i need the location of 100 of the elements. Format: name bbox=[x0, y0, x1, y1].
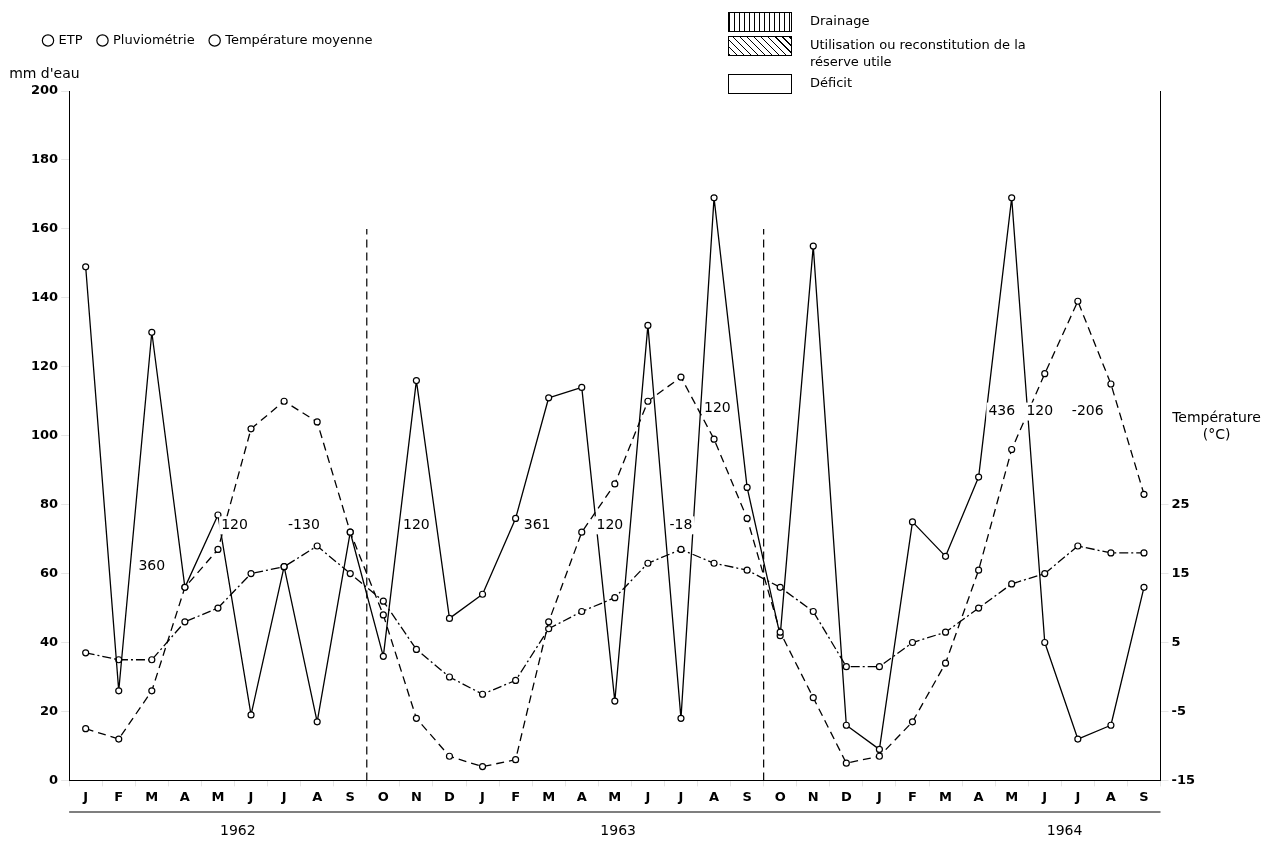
point bbox=[611, 594, 619, 602]
point bbox=[644, 559, 652, 567]
point bbox=[412, 714, 420, 722]
point bbox=[710, 559, 718, 567]
point bbox=[478, 590, 487, 598]
point bbox=[941, 628, 950, 636]
point bbox=[677, 373, 685, 381]
point bbox=[512, 756, 520, 764]
point bbox=[644, 397, 652, 405]
point bbox=[82, 725, 90, 733]
point bbox=[313, 418, 321, 426]
x-tick-label: J bbox=[280, 788, 287, 804]
annotation: 120 bbox=[1026, 402, 1054, 419]
point bbox=[941, 552, 950, 560]
point bbox=[809, 694, 817, 702]
y2-tick-label: 25 bbox=[1171, 496, 1190, 512]
x-tick-label: N bbox=[807, 788, 819, 804]
y-tick-label: 80 bbox=[40, 496, 59, 512]
point bbox=[1074, 735, 1082, 743]
x-tick-label: J bbox=[677, 788, 684, 804]
x-tick-label: A bbox=[312, 788, 323, 804]
x-tick-label: J bbox=[875, 788, 882, 804]
point bbox=[379, 652, 387, 660]
point bbox=[809, 242, 817, 250]
annotation: 120 bbox=[403, 515, 430, 532]
annotation: 436 bbox=[988, 402, 1016, 419]
point bbox=[1107, 721, 1115, 729]
point bbox=[478, 690, 487, 698]
annotation: 120 bbox=[703, 398, 731, 415]
point bbox=[677, 545, 685, 554]
x-tick-label: S bbox=[742, 788, 752, 804]
point bbox=[975, 473, 983, 481]
point bbox=[247, 569, 255, 578]
point bbox=[710, 194, 718, 202]
x-tick-label: M bbox=[939, 788, 953, 804]
point bbox=[512, 676, 520, 685]
annotation: -130 bbox=[288, 515, 320, 532]
x-tick-label: A bbox=[576, 788, 587, 804]
point bbox=[908, 638, 917, 647]
point bbox=[908, 718, 917, 726]
x-tick-label: M bbox=[211, 788, 225, 804]
point bbox=[445, 752, 454, 760]
y-tick-label: 60 bbox=[40, 564, 59, 580]
point bbox=[875, 663, 883, 671]
point bbox=[1074, 297, 1082, 305]
point bbox=[545, 394, 553, 402]
x-tick-label: J bbox=[479, 788, 485, 804]
point bbox=[842, 721, 850, 729]
point bbox=[1140, 583, 1148, 591]
point bbox=[545, 618, 553, 626]
point bbox=[280, 397, 288, 405]
point bbox=[1008, 580, 1016, 588]
point bbox=[445, 673, 454, 681]
point bbox=[1107, 380, 1115, 388]
point bbox=[115, 687, 123, 695]
point bbox=[148, 687, 156, 695]
point bbox=[743, 514, 751, 523]
x-tick-label: O bbox=[774, 788, 786, 804]
y-tick-label: 200 bbox=[31, 82, 59, 98]
y-tick-label: 160 bbox=[31, 220, 59, 236]
y-tick-label: 20 bbox=[40, 702, 59, 718]
x-tick-label: M bbox=[1005, 788, 1019, 804]
text: 1964 bbox=[1046, 821, 1083, 838]
point bbox=[1041, 370, 1049, 378]
point bbox=[710, 435, 718, 443]
y2-tick-label: -5 bbox=[1171, 702, 1186, 718]
point bbox=[875, 745, 883, 753]
x-tick-label: F bbox=[114, 788, 124, 804]
point bbox=[214, 511, 222, 519]
text: 1963 bbox=[600, 821, 636, 838]
y-tick-label: 100 bbox=[31, 427, 59, 443]
annotation: 361 bbox=[523, 515, 551, 532]
point bbox=[578, 383, 586, 392]
legend-label: Pluviométrie bbox=[112, 31, 195, 47]
x-tick-label: O bbox=[377, 788, 389, 804]
point bbox=[776, 628, 784, 636]
point bbox=[611, 697, 619, 705]
x-tick-label: J bbox=[1074, 788, 1081, 804]
point bbox=[1041, 569, 1049, 578]
point bbox=[1008, 194, 1016, 202]
x-tick-label: J bbox=[247, 788, 254, 804]
y-tick-label: 180 bbox=[31, 151, 59, 167]
point bbox=[1107, 549, 1115, 557]
x-tick-label: A bbox=[973, 788, 984, 804]
x-tick-label: M bbox=[542, 788, 556, 804]
x-tick-label: A bbox=[1105, 788, 1116, 804]
point bbox=[975, 566, 983, 574]
point bbox=[148, 656, 156, 664]
x-tick-label: M bbox=[145, 788, 159, 804]
y-tick-label: 40 bbox=[40, 633, 59, 649]
point bbox=[247, 711, 255, 719]
point bbox=[82, 263, 90, 271]
x-tick-label: J bbox=[82, 788, 89, 804]
text: Drainage bbox=[810, 12, 870, 29]
x-tick-label: S bbox=[345, 788, 355, 804]
y-axis-title: mm d'eau bbox=[9, 64, 80, 81]
annotation: 360 bbox=[138, 557, 166, 574]
point bbox=[545, 625, 553, 633]
point bbox=[214, 545, 222, 554]
point bbox=[82, 649, 90, 657]
